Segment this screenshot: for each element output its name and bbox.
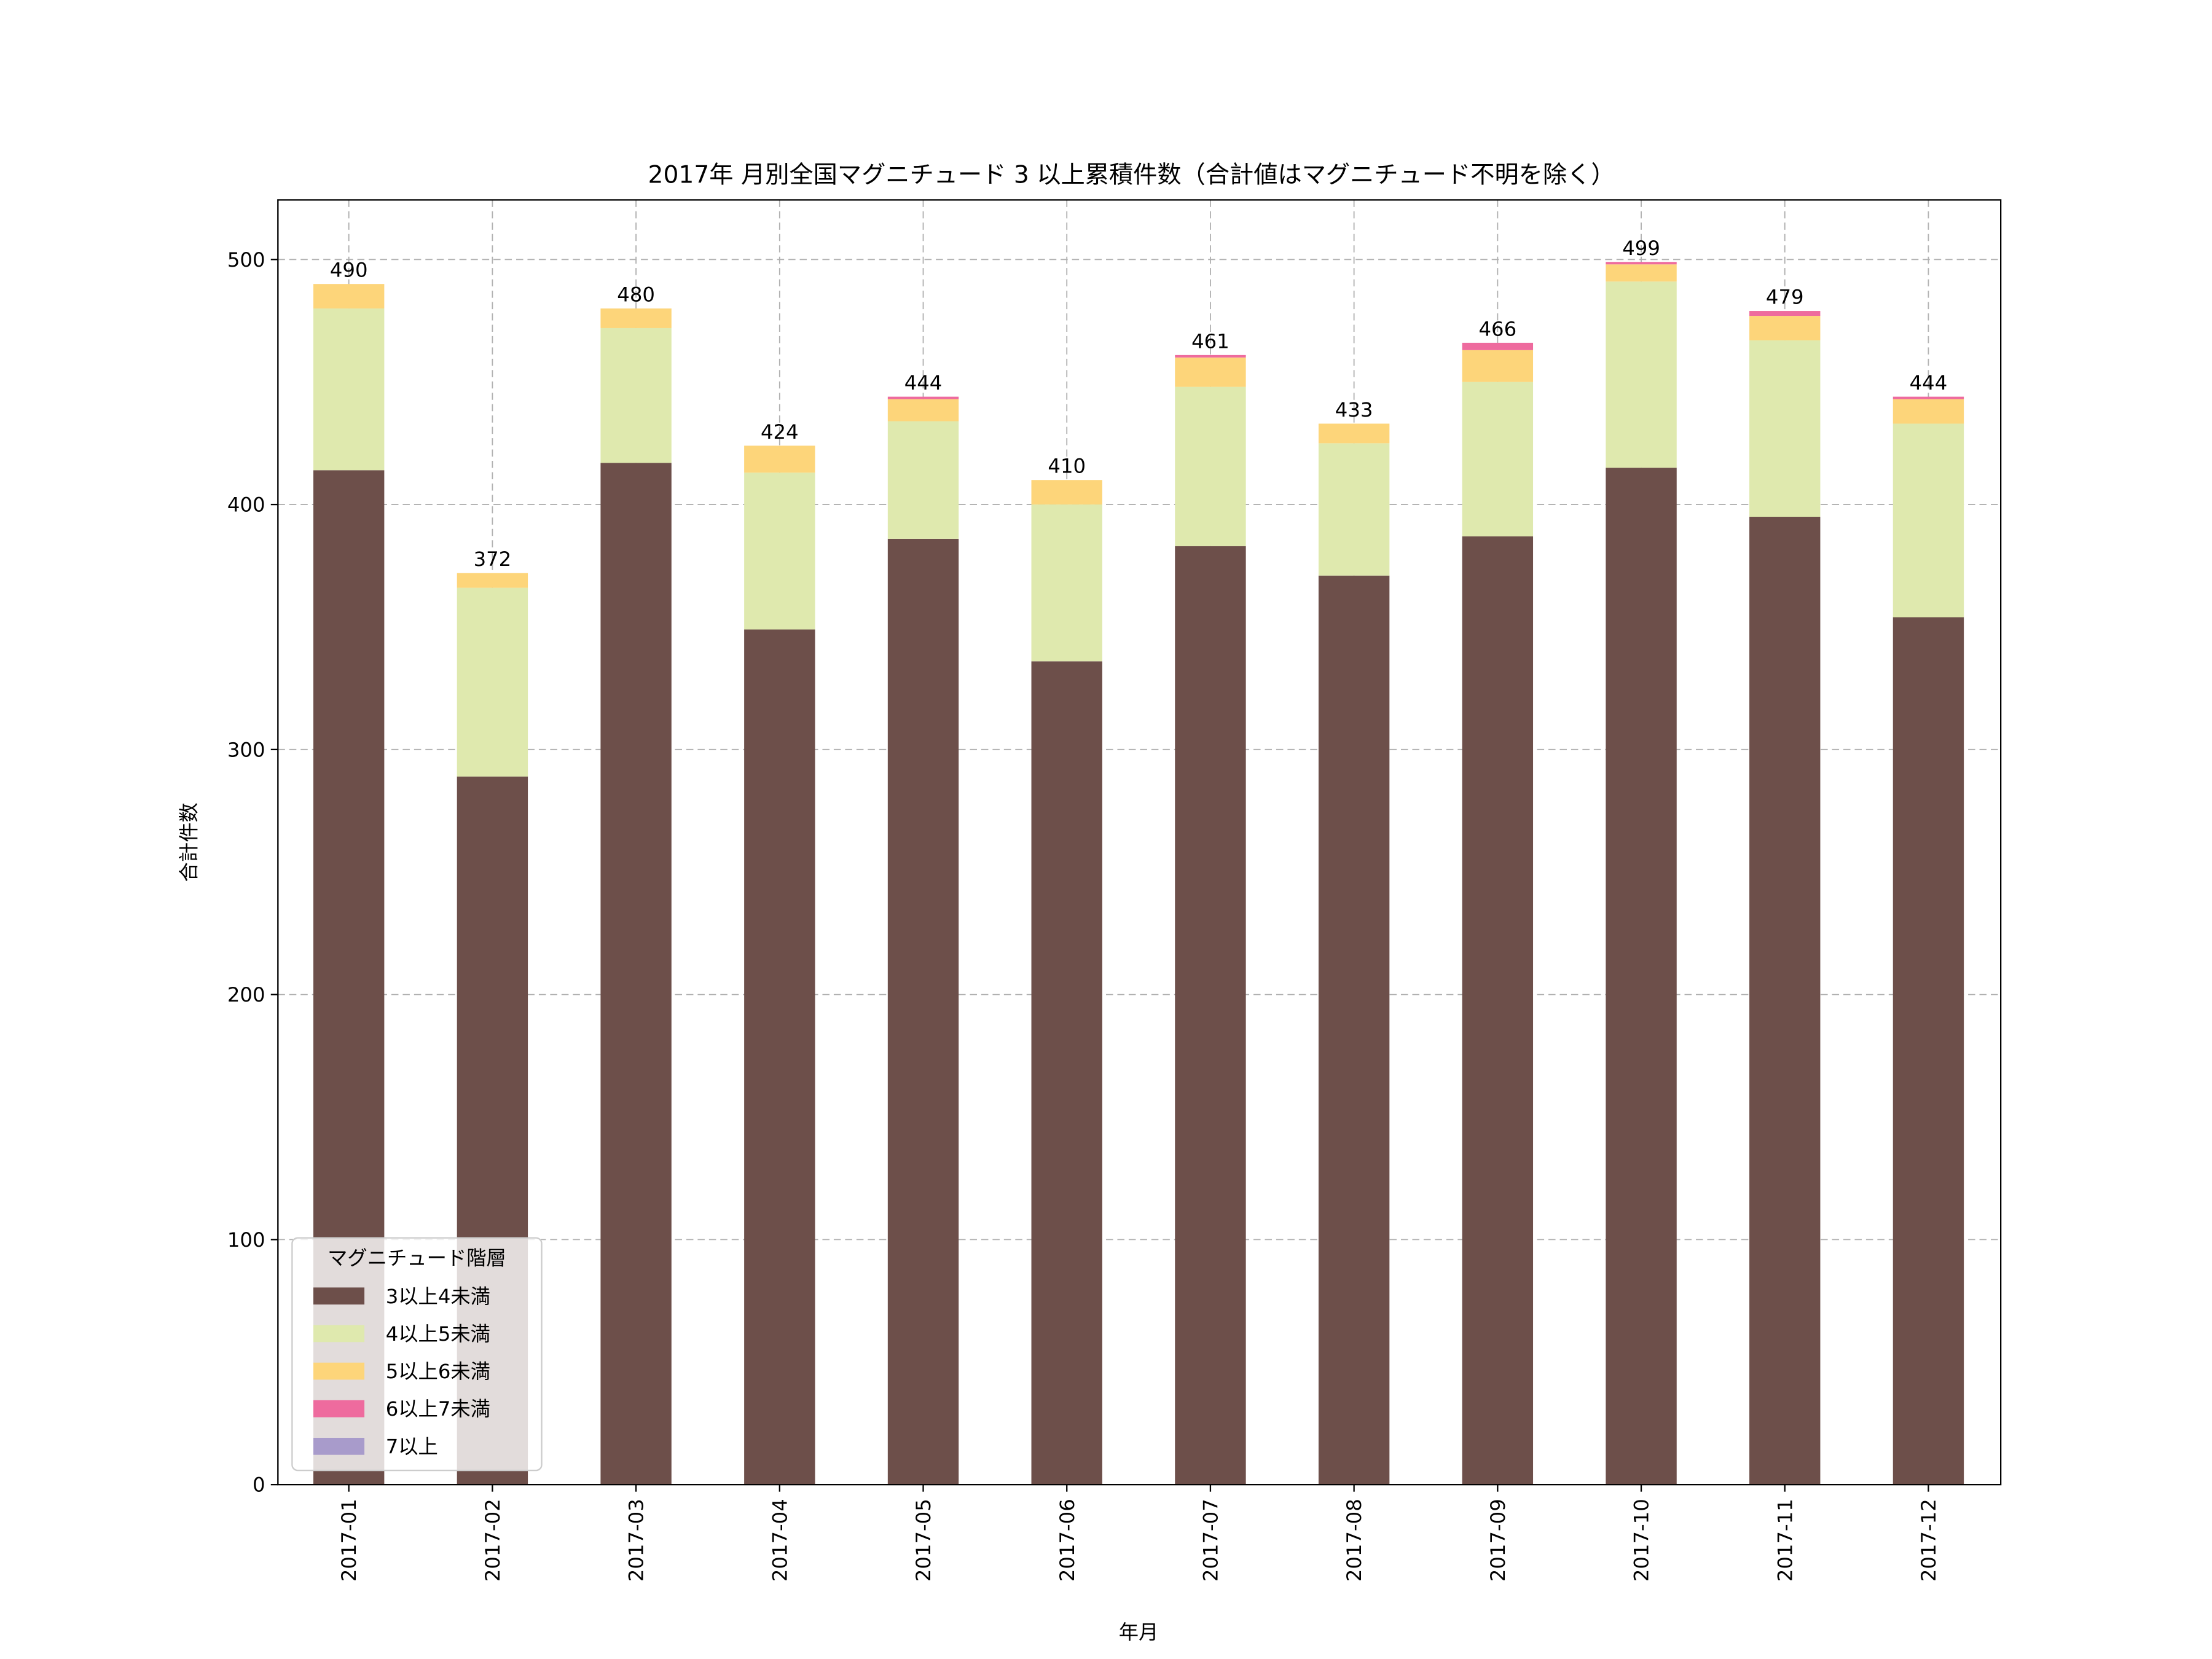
legend-label: 4以上5未満: [386, 1322, 490, 1346]
bar-segment: [744, 473, 815, 630]
x-tick-label: 2017-06: [1056, 1499, 1079, 1582]
chart-title: 2017年 月別全国マグニチュード 3 以上累積件数（合計値はマグニチュード不明…: [648, 162, 1615, 189]
y-tick-label: 100: [227, 1228, 265, 1252]
bar-segment: [887, 421, 959, 539]
total-labels: 490 372 480 424 444 410 461 433 466 499 479 444: [330, 237, 1947, 571]
total-label: 479: [1766, 286, 1804, 309]
bar-segment: [600, 308, 672, 328]
x-tick-label: 2017-12: [1917, 1499, 1940, 1582]
bars: [313, 262, 1964, 1485]
bar-segment: [744, 445, 815, 473]
bar-segment: [1462, 536, 1534, 1485]
bar-segment: [1462, 382, 1534, 536]
bar-segment: [887, 538, 959, 1485]
x-axis: 2017-01 2017-02 2017-03 2017-04 2017-05 2017-…: [337, 1484, 1940, 1582]
bar-segment: [887, 396, 959, 399]
bar-segment: [1749, 311, 1821, 316]
x-tick-label: 2017-08: [1343, 1499, 1366, 1582]
bar-segment: [1175, 386, 1246, 546]
total-label: 372: [474, 547, 512, 571]
bar-segment: [600, 327, 672, 463]
bar-segment: [457, 573, 528, 588]
plot-frame: [277, 199, 2002, 1486]
x-tick-label: 2017-05: [912, 1499, 935, 1582]
bar-segment: [313, 284, 385, 309]
bar-segment: [1462, 350, 1534, 382]
x-tick-label: 2017-01: [337, 1499, 361, 1582]
legend: マグニチュード階層 3以上4未満 4以上5未満 5以上6未満 6以上7未満 7以上: [291, 1237, 543, 1472]
legend-swatch: [313, 1287, 365, 1305]
bar-segment: [1175, 546, 1246, 1485]
total-label: 490: [330, 259, 368, 282]
y-tick-label: 0: [253, 1473, 265, 1497]
legend-swatch: [313, 1325, 365, 1343]
total-label: 433: [1335, 398, 1373, 422]
bar-segment: [313, 308, 385, 471]
x-tick-label: 2017-09: [1486, 1499, 1510, 1582]
bar-segment: [1606, 262, 1677, 265]
x-tick-label: 2017-10: [1630, 1499, 1653, 1582]
total-label: 480: [617, 283, 655, 307]
bar-segment: [1318, 423, 1390, 444]
y-axis: 0 100 200 300 400 500: [227, 248, 278, 1497]
y-axis-label: 合計件数: [177, 802, 200, 882]
legend-label: 5以上6未満: [386, 1360, 490, 1383]
bar-segment: [1606, 468, 1677, 1485]
bar-segment: [1031, 504, 1102, 662]
x-tick-label: 2017-02: [481, 1499, 504, 1582]
bar-segment: [1462, 342, 1534, 350]
bar-segment: [457, 587, 528, 777]
bar-segment: [1606, 281, 1677, 468]
total-label: 444: [1910, 371, 1948, 394]
bar-segment: [1318, 575, 1390, 1485]
x-tick-label: 2017-03: [625, 1499, 648, 1582]
bar-segment: [1606, 264, 1677, 282]
legend-swatch: [313, 1438, 365, 1455]
bar-segment: [1749, 517, 1821, 1485]
bar-segment: [1318, 443, 1390, 576]
x-tick-label: 2017-04: [768, 1499, 791, 1582]
bar-segment: [744, 629, 815, 1485]
legend-label: 3以上4未満: [386, 1285, 490, 1308]
total-label: 424: [761, 420, 799, 444]
bar-segment: [1892, 396, 1964, 399]
bar-segment: [1749, 340, 1821, 517]
bar-segment: [1892, 617, 1964, 1485]
legend-swatch: [313, 1400, 365, 1418]
bar-segment: [1892, 399, 1964, 424]
x-tick-label: 2017-07: [1199, 1499, 1222, 1582]
bar-segment: [887, 399, 959, 422]
legend-swatch: [313, 1362, 365, 1380]
total-label: 410: [1048, 455, 1086, 478]
bar-segment: [1175, 357, 1246, 387]
y-tick-label: 300: [227, 738, 265, 761]
x-tick-label: 2017-11: [1773, 1499, 1797, 1582]
y-tick-label: 400: [227, 493, 265, 517]
total-label: 461: [1191, 329, 1230, 353]
total-label: 444: [904, 371, 943, 394]
bar-segment: [1892, 423, 1964, 618]
bar-segment: [600, 463, 672, 1485]
bar-segment: [1175, 355, 1246, 358]
legend-label: 7以上: [386, 1435, 438, 1458]
bar-segment: [1031, 661, 1102, 1485]
bar-segment: [1749, 316, 1821, 340]
bar-segment: [1031, 480, 1102, 505]
y-tick-label: 500: [227, 248, 265, 272]
y-tick-label: 200: [227, 983, 265, 1006]
total-label: 499: [1622, 237, 1660, 260]
legend-label: 6以上7未満: [386, 1397, 490, 1421]
total-label: 466: [1479, 317, 1517, 340]
legend-title: マグニチュード階層: [327, 1246, 506, 1269]
x-axis-label: 年月: [1119, 1621, 1159, 1644]
